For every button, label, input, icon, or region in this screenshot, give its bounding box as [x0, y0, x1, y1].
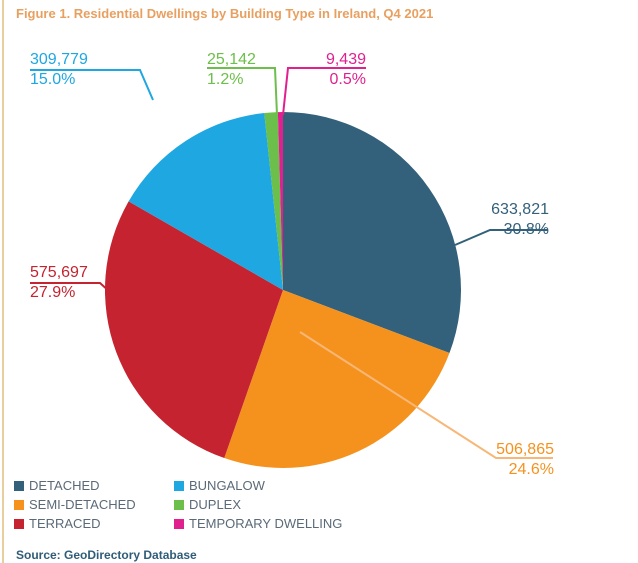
leader-line-detached — [454, 229, 548, 246]
leader-line-bungalow — [30, 69, 154, 101]
leader-line-temporary-dwelling — [282, 67, 366, 116]
legend-swatch — [174, 518, 184, 529]
legend-label: BUNGALOW — [189, 478, 265, 493]
pie-slice-duplex — [264, 112, 283, 291]
value-label: 575,697 — [30, 264, 88, 281]
pie-slice-semi-detached — [224, 290, 450, 468]
label-duplex: 25,142 1.2% — [207, 50, 256, 90]
label-detached: 633,821 30.8% — [487, 200, 549, 240]
value-label: 9,439 — [325, 51, 366, 68]
label-terraced: 575,697 27.9% — [30, 263, 88, 303]
legend-item-duplex: DUPLEX — [174, 497, 374, 512]
legend-label: TEMPORARY DWELLING — [189, 516, 343, 531]
legend-swatch — [14, 518, 24, 529]
percent-label: 24.6% — [508, 461, 554, 478]
frame-border — [2, 0, 4, 563]
pie-slice-terraced — [105, 201, 283, 459]
legend: DETACHED BUNGALOW SEMI-DETACHED DUPLEX T… — [14, 478, 374, 531]
legend-item-semi-detached: SEMI-DETACHED — [14, 497, 174, 512]
chart-title: Figure 1. Residential Dwellings by Build… — [16, 6, 434, 21]
leader-line-semi-detached — [299, 331, 553, 459]
legend-label: SEMI-DETACHED — [29, 497, 136, 512]
pie-slice-bungalow — [128, 112, 283, 290]
legend-swatch — [174, 480, 184, 491]
value-label: 25,142 — [207, 51, 256, 68]
source-note: Source: GeoDirectory Database — [16, 548, 197, 562]
legend-item-bungalow: BUNGALOW — [174, 478, 374, 493]
pie-slice-temporary-dwelling — [277, 112, 283, 290]
value-label: 309,779 — [30, 51, 88, 68]
label-semi-detached: 506,865 24.6% — [490, 440, 554, 480]
percent-label: 0.5% — [329, 71, 366, 88]
percent-label: 15.0% — [30, 71, 76, 88]
value-label: 633,821 — [491, 201, 549, 218]
value-label: 506,865 — [496, 441, 554, 458]
leader-line-duplex — [207, 67, 278, 116]
legend-label: DETACHED — [29, 478, 100, 493]
legend-item-temporary-dwelling: TEMPORARY DWELLING — [174, 516, 374, 531]
legend-item-detached: DETACHED — [14, 478, 174, 493]
legend-label: DUPLEX — [189, 497, 242, 512]
legend-label: TERRACED — [29, 516, 101, 531]
percent-label: 27.9% — [30, 284, 76, 301]
label-temporary-dwelling: 9,439 0.5% — [300, 50, 366, 90]
legend-item-terraced: TERRACED — [14, 516, 174, 531]
legend-swatch — [174, 499, 184, 510]
legend-swatch — [14, 499, 24, 510]
leader-line-terraced — [30, 282, 111, 293]
percent-label: 1.2% — [207, 71, 244, 88]
label-bungalow: 309,779 15.0% — [30, 50, 88, 90]
legend-swatch — [14, 480, 24, 491]
percent-label: 30.8% — [503, 221, 549, 238]
pie-slice-detached — [283, 112, 461, 353]
